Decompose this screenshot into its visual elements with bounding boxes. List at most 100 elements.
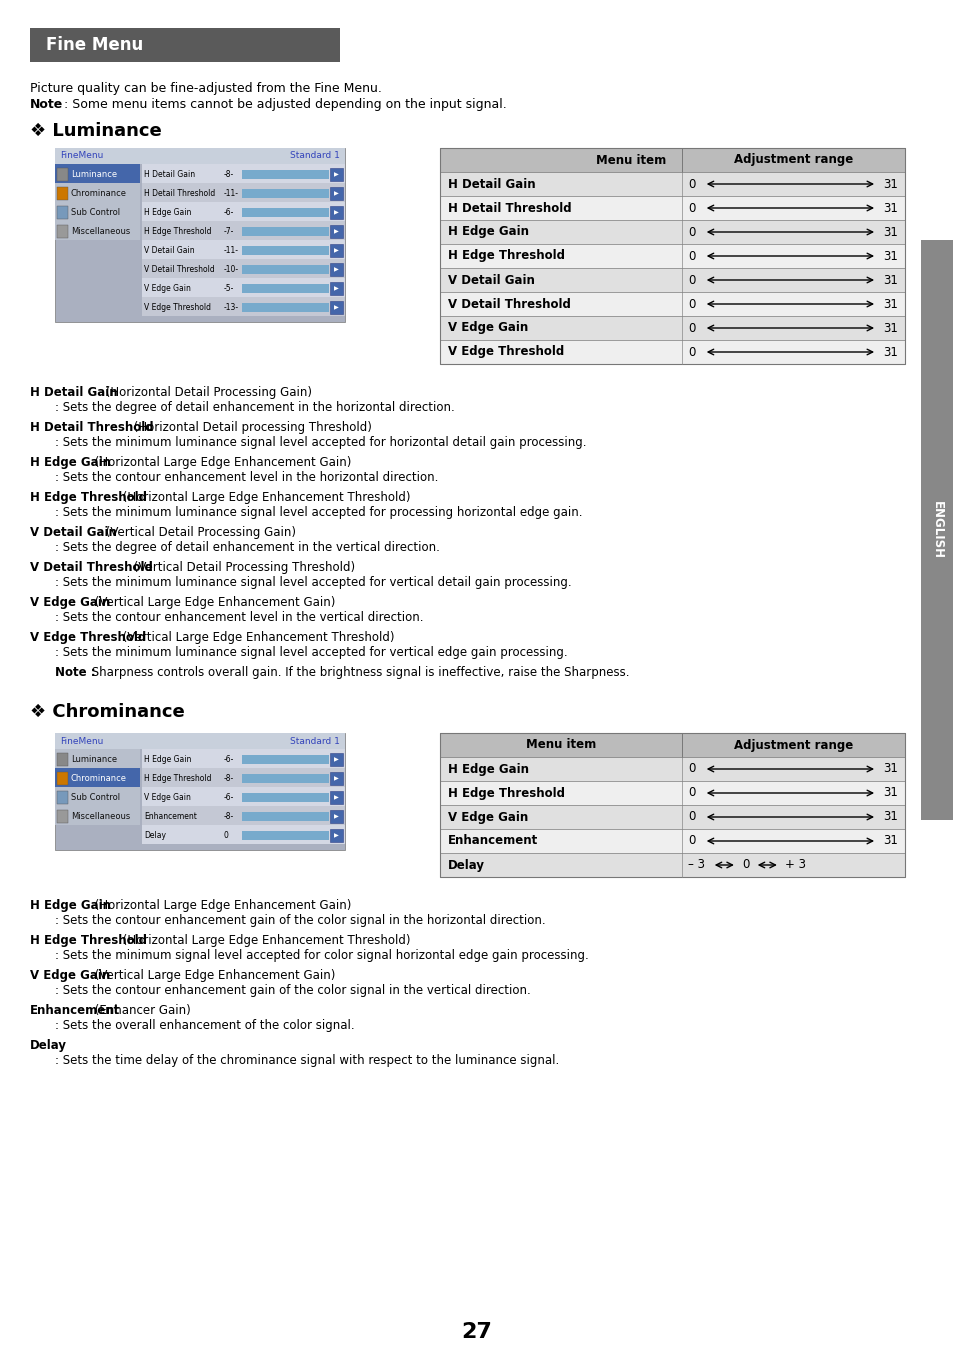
Text: 0: 0: [687, 786, 695, 800]
Text: 31: 31: [882, 835, 897, 847]
Bar: [55, 203, 140, 222]
Text: (Vertical Detail Processing Gain): (Vertical Detail Processing Gain): [102, 526, 295, 539]
Bar: [439, 149, 904, 363]
Bar: [439, 149, 904, 172]
Bar: [142, 278, 345, 297]
Text: 31: 31: [882, 762, 897, 775]
Text: H Edge Threshold: H Edge Threshold: [448, 250, 564, 262]
Text: H Detail Threshold: H Detail Threshold: [448, 201, 571, 215]
Bar: [330, 186, 343, 200]
Bar: [57, 205, 68, 219]
Text: 0: 0: [687, 835, 695, 847]
Text: 31: 31: [882, 811, 897, 824]
Text: ❖ Luminance: ❖ Luminance: [30, 122, 162, 141]
Text: (Horizontal Large Edge Enhancement Gain): (Horizontal Large Edge Enhancement Gain): [91, 898, 351, 912]
Bar: [57, 186, 68, 200]
Bar: [439, 734, 904, 757]
Text: H Edge Threshold: H Edge Threshold: [30, 490, 147, 504]
Text: : Sets the degree of detail enhancement in the vertical direction.: : Sets the degree of detail enhancement …: [55, 540, 439, 554]
Bar: [330, 205, 343, 219]
Bar: [439, 196, 904, 220]
Bar: [57, 168, 68, 181]
Text: Standard 1: Standard 1: [290, 736, 339, 746]
Text: H Edge Gain: H Edge Gain: [144, 208, 192, 218]
Text: 0: 0: [741, 858, 748, 871]
Text: -8-: -8-: [224, 812, 234, 821]
Bar: [55, 788, 140, 807]
Text: Enhancement: Enhancement: [30, 1004, 120, 1017]
Text: ▶: ▶: [334, 834, 338, 838]
Text: : Sets the minimum luminance signal level accepted for processing horizontal edg: : Sets the minimum luminance signal leve…: [55, 507, 582, 519]
Bar: [142, 203, 345, 222]
Text: 31: 31: [882, 297, 897, 311]
Text: V Detail Gain: V Detail Gain: [144, 246, 194, 255]
Text: 31: 31: [882, 322, 897, 335]
Text: (Vertical Large Edge Enhancement Threshold): (Vertical Large Edge Enhancement Thresho…: [119, 631, 394, 644]
Text: V Detail Threshold: V Detail Threshold: [448, 297, 570, 311]
Text: (Vertical Large Edge Enhancement Gain): (Vertical Large Edge Enhancement Gain): [91, 969, 335, 982]
Text: Sharpness controls overall gain. If the brightness signal is ineffective, raise : Sharpness controls overall gain. If the …: [89, 666, 629, 680]
Text: ▶: ▶: [334, 230, 338, 234]
Text: H Edge Gain: H Edge Gain: [144, 755, 192, 765]
Bar: [242, 831, 329, 840]
Text: H Edge Threshold: H Edge Threshold: [30, 934, 147, 947]
Text: H Edge Threshold: H Edge Threshold: [144, 774, 212, 784]
Text: V Edge Gain: V Edge Gain: [30, 969, 111, 982]
Bar: [330, 301, 343, 313]
Bar: [330, 771, 343, 785]
Bar: [55, 767, 140, 788]
Text: -7-: -7-: [224, 227, 234, 236]
Text: V Detail Gain: V Detail Gain: [448, 273, 535, 286]
Text: V Edge Gain: V Edge Gain: [448, 811, 528, 824]
Text: ▶: ▶: [334, 286, 338, 290]
Text: V Edge Threshold: V Edge Threshold: [30, 631, 146, 644]
Text: -6-: -6-: [224, 755, 234, 765]
Bar: [142, 163, 345, 182]
Bar: [920, 240, 953, 820]
Text: (Horizontal Large Edge Enhancement Threshold): (Horizontal Large Edge Enhancement Thres…: [119, 490, 410, 504]
Bar: [57, 226, 68, 238]
Text: -11-: -11-: [224, 189, 239, 199]
Bar: [439, 852, 904, 877]
Bar: [142, 259, 345, 278]
Text: -6-: -6-: [224, 793, 234, 802]
Bar: [57, 753, 68, 766]
Text: 0: 0: [687, 762, 695, 775]
Bar: [242, 265, 329, 274]
Text: Menu item: Menu item: [596, 154, 665, 166]
Bar: [55, 222, 140, 240]
Text: Adjustment range: Adjustment range: [733, 739, 852, 751]
Bar: [242, 208, 329, 218]
Text: 31: 31: [882, 250, 897, 262]
Bar: [57, 811, 68, 823]
Bar: [55, 748, 140, 767]
Text: Fine Menu: Fine Menu: [46, 36, 143, 54]
Text: 0: 0: [687, 346, 695, 358]
Text: 0: 0: [687, 811, 695, 824]
Bar: [142, 807, 345, 825]
Text: : Sets the minimum luminance signal level accepted for vertical edge gain proces: : Sets the minimum luminance signal leve…: [55, 646, 567, 659]
Text: Chrominance: Chrominance: [71, 189, 127, 199]
Text: Luminance: Luminance: [71, 170, 117, 178]
Text: (Horizontal Large Edge Enhancement Threshold): (Horizontal Large Edge Enhancement Thres…: [119, 934, 410, 947]
Text: (Horizontal Detail processing Threshold): (Horizontal Detail processing Threshold): [130, 422, 372, 434]
Bar: [57, 790, 68, 804]
Text: 0: 0: [224, 831, 229, 840]
Text: ▶: ▶: [334, 209, 338, 215]
Text: Standard 1: Standard 1: [290, 151, 339, 161]
Bar: [439, 220, 904, 245]
Text: V Detail Threshold: V Detail Threshold: [144, 265, 214, 274]
Text: Note: Note: [30, 99, 63, 111]
Text: H Detail Gain: H Detail Gain: [144, 170, 195, 178]
Bar: [330, 753, 343, 766]
Text: -5-: -5-: [224, 284, 234, 293]
Text: V Edge Gain: V Edge Gain: [144, 793, 191, 802]
Text: : Sets the contour enhancement gain of the color signal in the horizontal direct: : Sets the contour enhancement gain of t…: [55, 915, 545, 927]
Bar: [242, 303, 329, 312]
Text: FineMenu: FineMenu: [60, 151, 103, 161]
Text: 0: 0: [687, 226, 695, 239]
Text: Miscellaneous: Miscellaneous: [71, 227, 131, 236]
Text: (Horizontal Large Edge Enhancement Gain): (Horizontal Large Edge Enhancement Gain): [91, 457, 351, 469]
Text: (Vertical Detail Processing Threshold): (Vertical Detail Processing Threshold): [130, 561, 355, 574]
Bar: [330, 168, 343, 181]
